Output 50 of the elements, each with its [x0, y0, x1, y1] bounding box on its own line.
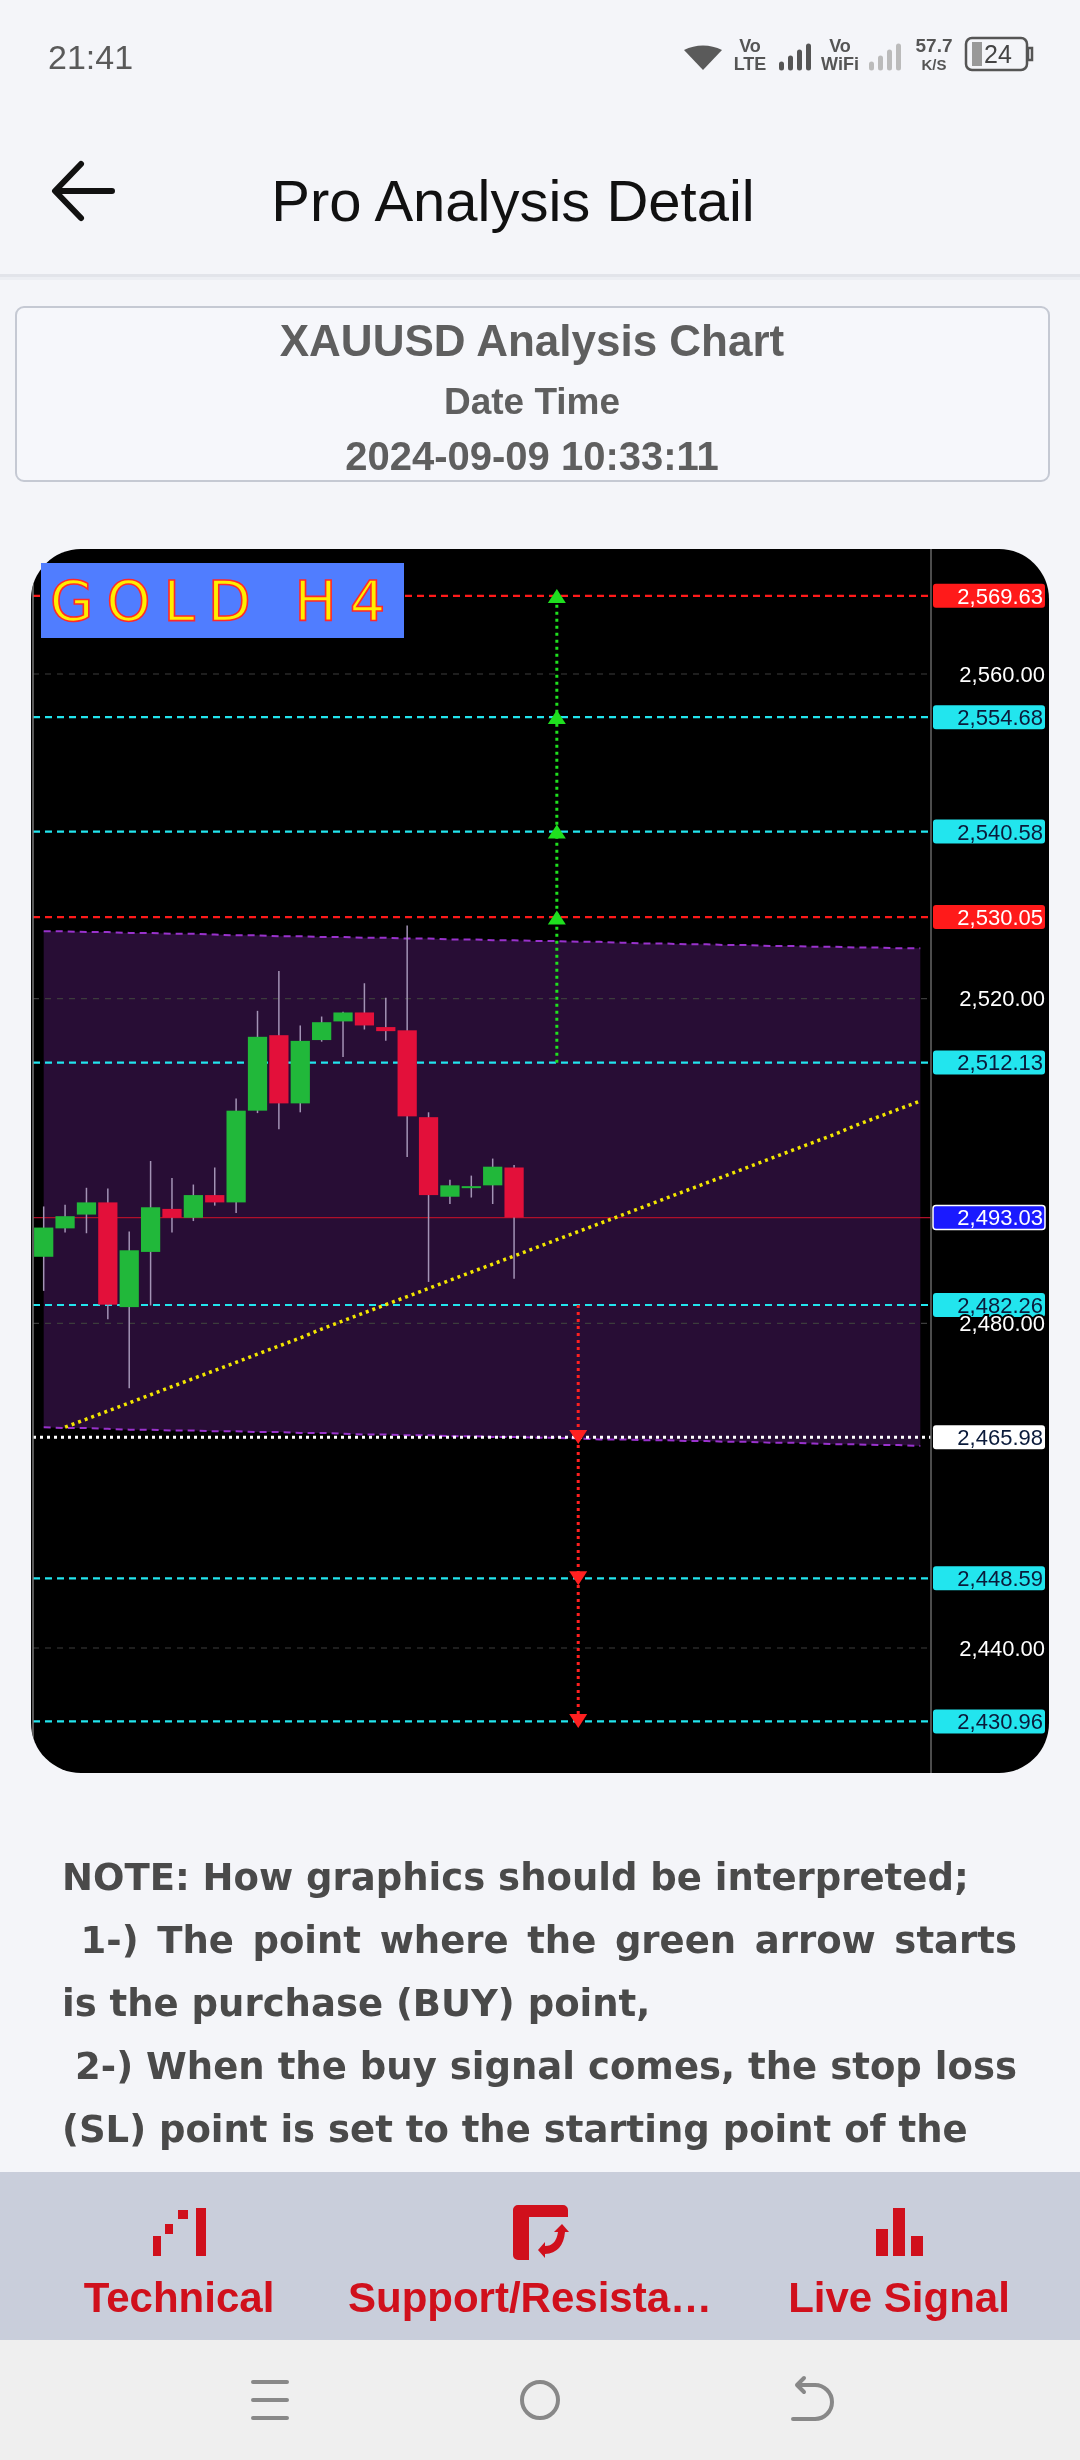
- text: Support/Resista…: [347, 2274, 713, 2321]
- text: Vo: [739, 36, 761, 56]
- y-tick-label: 2,520.00: [959, 986, 1045, 1012]
- point: [547, 910, 566, 925]
- text: NOTE: How graphics should be interpreted; 1-) The point where the green arrow starts is the purchase (BUY) point, 2-) When the buy signal comes, the stop loss (SL) point is set to the starting point of the: [62, 1855, 1017, 2153]
- text: 21:41: [48, 38, 134, 76]
- text: Vo: [829, 36, 851, 56]
- text: WiFi: [821, 54, 859, 74]
- chart-subtitle: Date Time: [443, 381, 621, 422]
- candlestick: [333, 1010, 353, 1058]
- ref-line-label: 2,554.68: [957, 705, 1043, 731]
- point: [569, 1714, 588, 1729]
- candlestick: [205, 1166, 225, 1207]
- candlestick: [183, 1183, 203, 1222]
- y-tick-label: 2,560.00: [959, 661, 1045, 687]
- ref-line-label: 2,465.98: [957, 1425, 1043, 1451]
- line-series: [42, 930, 922, 950]
- point: [547, 824, 566, 839]
- point: [547, 589, 566, 604]
- ref-line-label: 2,448.59: [957, 1566, 1043, 1592]
- candlestick: [440, 1178, 460, 1205]
- ref-line-label: 2,530.05: [957, 905, 1043, 931]
- line-series: [42, 1426, 922, 1447]
- candlestick: [162, 1177, 182, 1234]
- point: [569, 1571, 588, 1586]
- candlestick: [76, 1187, 97, 1234]
- text: Live Signal: [788, 2274, 1010, 2321]
- text: 57.7: [915, 35, 953, 56]
- text: Technical: [83, 2274, 275, 2321]
- text: 2024-09-09 10:33:11: [345, 434, 719, 478]
- candlestick: [55, 1204, 75, 1234]
- candlestick: [354, 982, 375, 1031]
- text: 24: [984, 40, 1012, 68]
- candlestick: [461, 1174, 481, 1199]
- text: LTE: [733, 54, 767, 74]
- chart-title: XAUUSD Analysis Chart: [279, 316, 785, 365]
- annotation: GOLD H4: [50, 568, 399, 633]
- point: [547, 710, 566, 725]
- y-tick-label: 2,440.00: [959, 1635, 1045, 1661]
- point: [569, 1429, 588, 1444]
- text: K/S: [921, 56, 947, 73]
- ref-line-label: 2,569.63: [957, 583, 1043, 609]
- ref-line-label: 2,493.03: [957, 1205, 1043, 1231]
- text: Pro Analysis Detail: [271, 168, 755, 233]
- candlestick: [483, 1157, 503, 1205]
- candlestick: [376, 997, 396, 1042]
- ref-line-label: 2,540.58: [957, 819, 1043, 845]
- candlestick: [312, 1015, 332, 1043]
- ref-line-label: 2,512.13: [957, 1050, 1043, 1076]
- ref-line-label: 2,430.96: [957, 1709, 1043, 1735]
